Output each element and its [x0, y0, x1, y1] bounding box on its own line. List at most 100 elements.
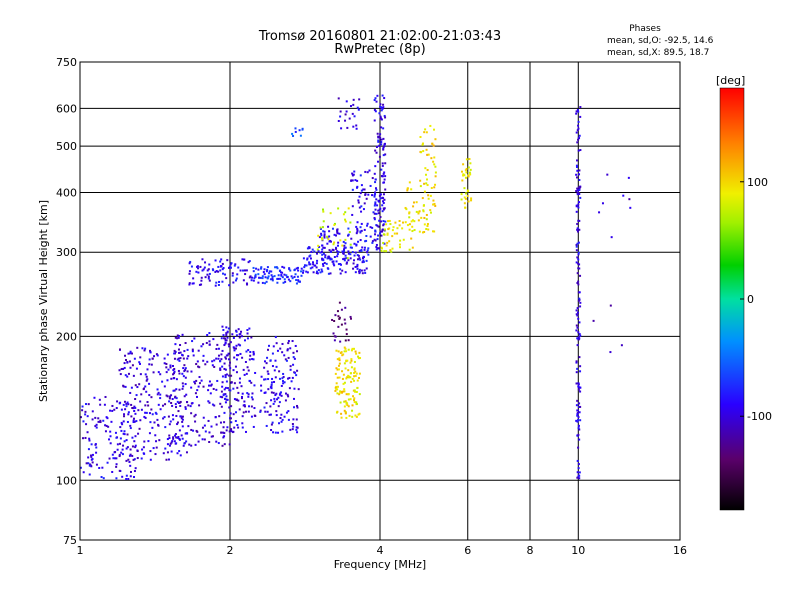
data-point — [237, 426, 240, 429]
data-point — [81, 405, 84, 408]
data-point — [88, 473, 91, 476]
data-point — [271, 421, 274, 424]
data-point — [192, 277, 195, 280]
data-point — [386, 232, 389, 235]
data-point — [424, 173, 427, 176]
data-point — [248, 276, 251, 279]
data-point — [343, 247, 346, 250]
data-point — [229, 412, 232, 415]
data-point — [179, 404, 182, 407]
data-point — [241, 258, 244, 261]
data-point — [269, 405, 272, 408]
data-point — [327, 238, 330, 241]
data-point — [374, 239, 377, 242]
data-point — [340, 412, 343, 415]
data-point — [271, 275, 274, 278]
data-point — [349, 243, 352, 246]
data-point — [319, 226, 322, 229]
y-tick-label: 100 — [56, 474, 77, 487]
data-point — [228, 406, 231, 409]
data-point — [266, 268, 269, 271]
data-point — [127, 403, 130, 406]
data-point — [427, 197, 430, 200]
data-point — [129, 464, 132, 467]
data-point — [321, 263, 324, 266]
data-point — [125, 478, 128, 481]
data-point — [366, 222, 369, 225]
data-point — [343, 244, 346, 247]
data-point — [264, 391, 267, 394]
data-point — [124, 374, 127, 377]
data-point — [174, 336, 177, 339]
data-point — [194, 382, 197, 385]
data-point — [576, 189, 579, 192]
data-point — [575, 112, 578, 115]
data-point — [382, 193, 385, 196]
data-point — [115, 463, 118, 466]
data-point — [183, 442, 186, 445]
data-point — [127, 411, 130, 414]
data-point — [116, 400, 119, 403]
data-point — [219, 265, 222, 268]
data-point — [228, 361, 231, 364]
data-point — [222, 266, 225, 269]
data-point — [139, 419, 142, 422]
data-point — [290, 380, 293, 383]
data-point — [222, 328, 225, 331]
data-point — [363, 188, 366, 191]
data-point — [119, 401, 122, 404]
data-point — [208, 401, 211, 404]
data-point — [164, 426, 167, 429]
data-point — [349, 372, 352, 375]
data-point — [250, 405, 253, 408]
data-point — [200, 379, 203, 382]
data-point — [124, 358, 127, 361]
data-point — [378, 155, 381, 158]
data-point — [328, 249, 331, 252]
data-point — [357, 355, 360, 358]
data-point — [575, 164, 578, 167]
data-point — [235, 411, 238, 414]
data-point — [174, 403, 177, 406]
data-point — [377, 140, 380, 143]
data-point — [321, 253, 324, 256]
data-point — [579, 196, 582, 199]
data-point — [356, 227, 359, 230]
data-point — [466, 195, 469, 198]
data-point — [171, 398, 174, 401]
data-point — [391, 247, 394, 250]
data-point — [384, 220, 387, 223]
data-point — [379, 197, 382, 200]
data-point — [266, 370, 269, 373]
data-point — [219, 360, 222, 363]
data-point — [340, 390, 343, 393]
data-point — [306, 271, 309, 274]
data-point — [355, 372, 358, 375]
data-point — [380, 109, 383, 112]
data-point — [378, 144, 381, 147]
data-point — [424, 128, 427, 131]
data-point — [235, 334, 238, 337]
data-point — [214, 415, 217, 418]
data-point — [382, 145, 385, 148]
data-point — [578, 402, 581, 405]
data-point — [246, 337, 249, 340]
data-point — [184, 368, 187, 371]
data-point — [577, 467, 580, 470]
data-point — [336, 310, 339, 313]
data-point — [250, 381, 253, 384]
data-point — [577, 251, 580, 254]
data-point — [201, 438, 204, 441]
data-point — [230, 405, 233, 408]
data-point — [219, 260, 222, 263]
data-point — [111, 404, 114, 407]
data-point — [579, 149, 582, 152]
data-point — [260, 384, 263, 387]
data-point — [232, 336, 235, 339]
data-point — [221, 365, 224, 368]
data-point — [232, 413, 235, 416]
data-point — [462, 163, 465, 166]
data-point — [343, 318, 346, 321]
data-point — [465, 167, 468, 170]
data-point — [322, 264, 325, 267]
